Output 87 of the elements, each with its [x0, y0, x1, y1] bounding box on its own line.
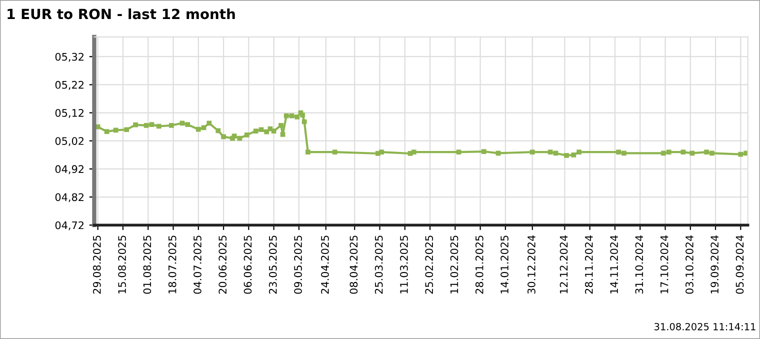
y-tick-label: 04,72	[55, 221, 84, 230]
point	[300, 112, 305, 118]
point	[185, 122, 190, 127]
point	[264, 129, 270, 134]
point	[237, 136, 242, 141]
point	[169, 122, 174, 128]
y-tick-label: 04,92	[55, 165, 84, 174]
point	[278, 122, 284, 128]
point	[704, 150, 709, 155]
x-tick-label: 18.07.2025	[168, 236, 176, 294]
x-tick-label: 23.05.2025	[268, 236, 277, 294]
point	[553, 150, 558, 156]
x-tick-label: 06.06.2025	[244, 236, 252, 294]
point	[744, 150, 748, 156]
x-tick-label: 12.12.2024	[560, 235, 568, 294]
y-tick-label: 05,32	[55, 52, 84, 62]
point	[244, 132, 250, 138]
x-tick-label: 30.12.2024	[528, 235, 536, 294]
point	[206, 120, 212, 126]
chart-title: 1 EUR to RON - last 12 month	[8, 8, 235, 20]
point	[180, 120, 185, 126]
point	[738, 152, 744, 157]
point	[481, 149, 486, 154]
x-tick-label: 14.01.2025	[500, 236, 508, 294]
x-tick-label: 28.11.2024	[584, 235, 593, 294]
point	[680, 150, 686, 155]
x-tick-label: 11.02.2025	[450, 236, 458, 294]
point	[379, 150, 384, 155]
point	[496, 150, 501, 156]
point	[221, 134, 226, 140]
point	[530, 150, 535, 155]
point	[709, 150, 714, 156]
x-tick-label: 20.06.2025	[218, 236, 227, 294]
x-tick-label: 29.08.2025	[92, 236, 101, 294]
text: 31.08.2025 11:14:11	[654, 322, 756, 330]
point	[156, 124, 162, 129]
point	[149, 122, 154, 127]
x-tick-label: 11.03.2025	[400, 236, 408, 294]
x-tick-label: 19.09.2024	[710, 235, 719, 294]
x-tick-label: 28.01.2025	[475, 236, 484, 294]
point	[196, 126, 201, 132]
point	[104, 129, 110, 134]
x-tick-label: 24.04.2025	[321, 236, 329, 294]
point	[616, 150, 621, 155]
x-tick-label: 15.08.2025	[118, 236, 126, 294]
point	[271, 128, 276, 134]
point	[253, 128, 258, 134]
point	[690, 150, 695, 156]
y-tick-label: 05,22	[55, 80, 84, 90]
point	[376, 151, 380, 156]
point	[258, 127, 264, 132]
point	[411, 150, 416, 155]
x-tick-label: 08.04.2025	[350, 236, 358, 294]
point	[564, 153, 569, 158]
point	[302, 119, 307, 124]
x-tick-label: 14.11.2024	[610, 235, 618, 294]
point	[576, 150, 582, 155]
point	[622, 150, 626, 156]
y-tick-label: 05,12	[55, 108, 84, 118]
x-tick-label: 04.07.2025	[194, 236, 202, 294]
point	[284, 113, 289, 118]
point	[144, 122, 149, 128]
x-tick-label: 25.03.2025	[374, 236, 383, 294]
y-tick-label: 04,82	[55, 193, 84, 202]
point	[571, 152, 576, 158]
point	[332, 150, 338, 155]
y-tick-label: 05,02	[55, 137, 84, 146]
point	[666, 150, 672, 155]
point	[294, 114, 300, 120]
point	[124, 127, 129, 132]
point	[216, 128, 221, 134]
x-tick-label: 03.10.2024	[686, 235, 694, 294]
x-tick-label: 01.08.2025	[143, 236, 152, 294]
point	[201, 125, 206, 130]
x-tick-label: 05.09.2024	[736, 235, 744, 294]
x-tick-label: 09.05.2025	[294, 236, 302, 294]
point	[456, 150, 462, 155]
x-tick-label: 25.02.2025	[425, 236, 434, 294]
point	[305, 150, 310, 155]
x-tick-label: 17.10.2024	[660, 235, 668, 294]
point	[133, 122, 138, 128]
point	[548, 150, 553, 155]
x-tick-label: 31.10.2024	[635, 235, 644, 294]
point	[280, 132, 286, 137]
point	[113, 128, 118, 133]
point	[661, 150, 666, 156]
point	[289, 113, 294, 118]
